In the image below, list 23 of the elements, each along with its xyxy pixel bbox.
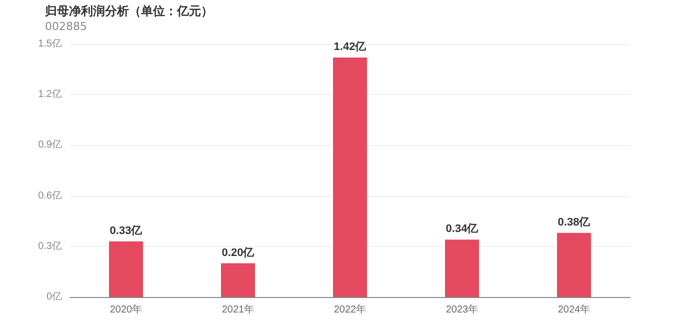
bar [557, 232, 591, 297]
y-tick-label: 1.2亿 [38, 89, 62, 100]
y-tick-label: 1.5亿 [38, 38, 62, 50]
bar [221, 263, 255, 297]
x-tick-label: 2023年 [446, 304, 478, 316]
data-label: 0.20亿 [222, 246, 256, 259]
x-tick-label: 2022年 [334, 304, 366, 316]
y-tick-label: 0亿 [46, 292, 62, 302]
bar [333, 57, 367, 297]
bar [445, 240, 479, 297]
data-label: 0.34亿 [446, 223, 480, 236]
x-tick-label: 2021年 [222, 304, 254, 316]
chart-title: 归母净利润分析（单位：亿元） [44, 4, 213, 18]
data-label: 1.42亿 [334, 40, 368, 53]
y-tick-label: 0.3亿 [38, 240, 62, 252]
x-tick-label: 2024年 [558, 304, 590, 316]
y-tick-label: 0.6亿 [38, 190, 62, 202]
x-tick-label: 2020年 [110, 304, 142, 316]
data-label: 0.38亿 [558, 216, 592, 228]
y-tick-label: 0.9亿 [38, 140, 62, 151]
data-label: 0.33亿 [110, 224, 144, 237]
bar [109, 241, 143, 297]
chart-subtitle: 002885 [45, 20, 87, 33]
